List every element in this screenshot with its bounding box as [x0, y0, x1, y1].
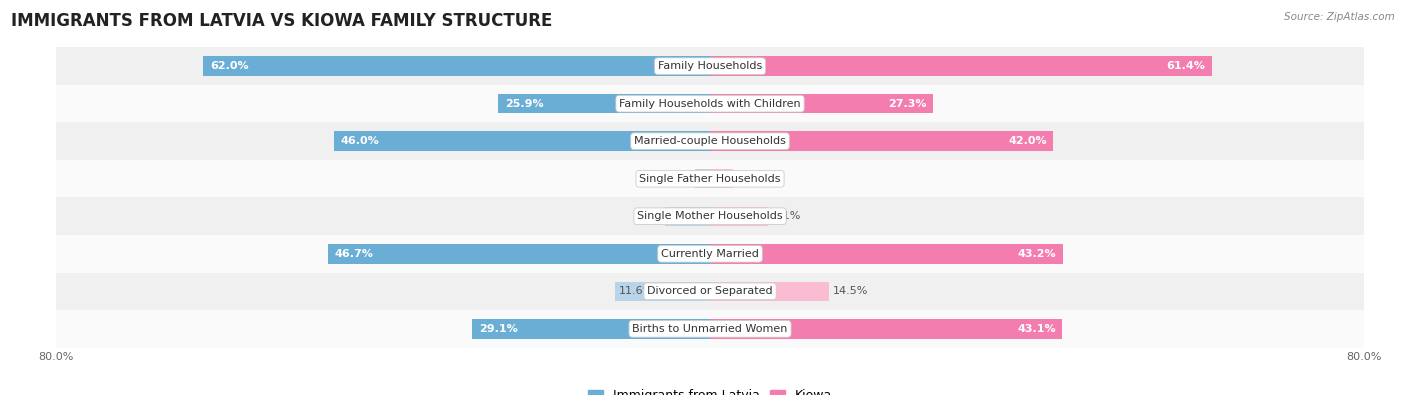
Bar	[56, 122, 1364, 160]
Bar	[472, 319, 710, 339]
Bar	[616, 282, 710, 301]
Text: 1.9%: 1.9%	[699, 174, 727, 184]
Text: 7.1%: 7.1%	[772, 211, 800, 221]
Bar	[710, 207, 768, 226]
Text: 27.3%: 27.3%	[889, 99, 927, 109]
Bar	[56, 160, 1364, 198]
Text: Divorced or Separated: Divorced or Separated	[647, 286, 773, 296]
Bar	[204, 56, 710, 76]
Text: Currently Married: Currently Married	[661, 249, 759, 259]
Text: Births to Unmarried Women: Births to Unmarried Women	[633, 324, 787, 334]
Text: 43.1%: 43.1%	[1017, 324, 1056, 334]
Text: Family Households with Children: Family Households with Children	[619, 99, 801, 109]
Text: Source: ZipAtlas.com: Source: ZipAtlas.com	[1284, 12, 1395, 22]
Text: 29.1%: 29.1%	[479, 324, 517, 334]
Text: 46.0%: 46.0%	[340, 136, 380, 146]
Text: 42.0%: 42.0%	[1008, 136, 1046, 146]
Bar	[56, 235, 1364, 273]
Bar	[710, 319, 1063, 339]
Text: Single Mother Households: Single Mother Households	[637, 211, 783, 221]
Bar	[329, 244, 710, 263]
Bar	[498, 94, 710, 113]
Bar	[665, 207, 710, 226]
Text: 62.0%: 62.0%	[209, 61, 249, 71]
Text: Family Households: Family Households	[658, 61, 762, 71]
Bar	[56, 310, 1364, 348]
Bar	[56, 198, 1364, 235]
Bar	[710, 56, 1212, 76]
Text: Single Father Households: Single Father Households	[640, 174, 780, 184]
Text: 5.5%: 5.5%	[669, 211, 697, 221]
Bar	[56, 85, 1364, 122]
Text: 61.4%: 61.4%	[1167, 61, 1205, 71]
Bar	[695, 169, 710, 188]
Bar	[710, 132, 1053, 151]
Bar	[710, 94, 934, 113]
Bar	[710, 244, 1063, 263]
Text: 14.5%: 14.5%	[832, 286, 868, 296]
Text: 43.2%: 43.2%	[1018, 249, 1056, 259]
Legend: Immigrants from Latvia, Kiowa: Immigrants from Latvia, Kiowa	[583, 384, 837, 395]
Text: IMMIGRANTS FROM LATVIA VS KIOWA FAMILY STRUCTURE: IMMIGRANTS FROM LATVIA VS KIOWA FAMILY S…	[11, 12, 553, 30]
Text: 11.6%: 11.6%	[619, 286, 655, 296]
Text: 2.8%: 2.8%	[737, 174, 765, 184]
Bar	[335, 132, 710, 151]
Text: 46.7%: 46.7%	[335, 249, 374, 259]
Bar	[710, 282, 828, 301]
Text: 25.9%: 25.9%	[505, 99, 544, 109]
Bar	[56, 47, 1364, 85]
Bar	[56, 273, 1364, 310]
Bar	[710, 169, 733, 188]
Text: Married-couple Households: Married-couple Households	[634, 136, 786, 146]
